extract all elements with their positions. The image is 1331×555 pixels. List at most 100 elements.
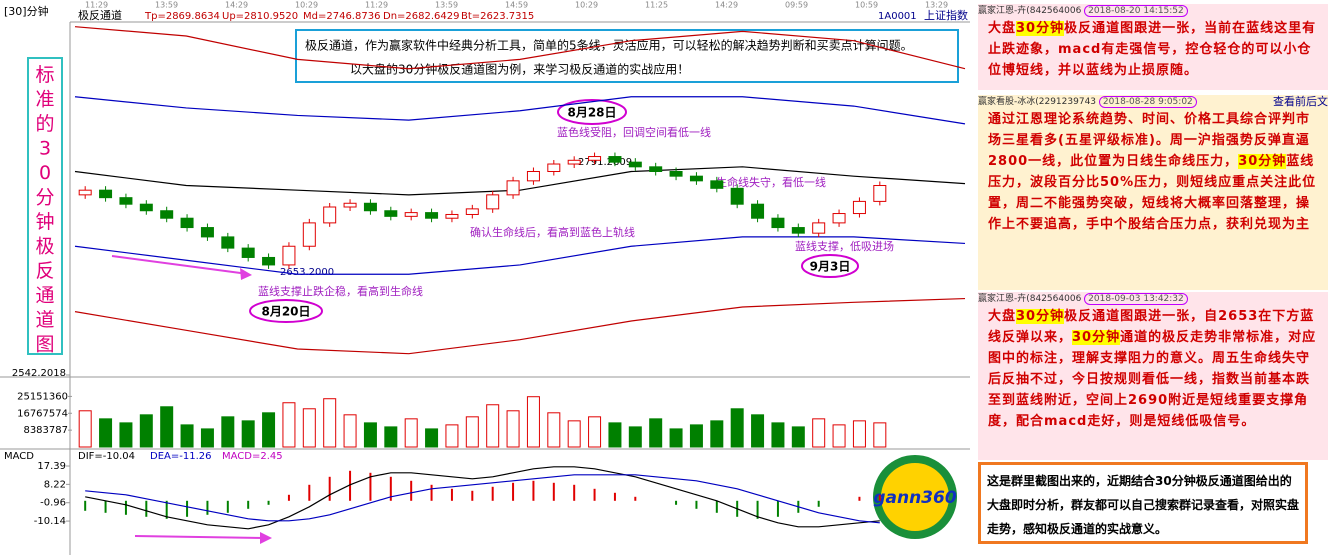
code: 1A0001	[878, 11, 917, 22]
note: 蓝色线受阻，回调空间看低一线	[557, 125, 711, 139]
message-box: 赢家看股-冰冰(2291239743 2018-08-28 9:05:02 查看…	[978, 95, 1328, 290]
chart: [30]分钟 极反通道 Tp=2869.8634 Up=2810.9520 Md…	[0, 0, 970, 555]
y-tick-label: 2542.2018	[12, 368, 66, 379]
link[interactable]: 查看前后文	[1273, 95, 1328, 108]
candle	[547, 163, 561, 172]
candle	[730, 187, 744, 205]
volume-bar	[425, 428, 439, 448]
time-label: 13:29	[925, 1, 948, 10]
arrow	[134, 535, 266, 539]
volume-bar	[669, 428, 683, 448]
candle	[486, 194, 500, 210]
band-line	[74, 236, 966, 275]
side-box	[27, 57, 63, 355]
volume-bar	[282, 402, 296, 448]
candle	[649, 166, 663, 172]
text: 通道的极反走势非常标准，对应图中的标注，理解支撑阻力的意义。周五生命线失守后反抽…	[988, 330, 1317, 429]
volume-bar	[200, 428, 214, 448]
tp: Tp=2869.8634	[144, 11, 220, 22]
candle	[343, 202, 357, 208]
candle	[384, 210, 398, 217]
text: 蓝线压力，波段百分比50%压力，则短线应重点关注此位置，周二不能强势突破，短线将…	[988, 154, 1317, 232]
candle	[119, 197, 133, 205]
time-label: 10:29	[295, 1, 318, 10]
volume-bar	[221, 416, 235, 448]
message-header: 赢家看股-冰冰(2291239743 2018-08-28 9:05:02 查看…	[978, 95, 1328, 109]
candle	[812, 222, 826, 234]
volume-bar	[465, 416, 479, 448]
candle	[873, 185, 887, 202]
y-tick-label: 16767574	[17, 408, 68, 419]
time-label: 11:29	[85, 1, 108, 10]
volume-bar	[751, 414, 765, 448]
logo-core	[881, 463, 949, 531]
period: [30]分钟	[4, 4, 49, 18]
time: 2018-08-20 14:15:52	[1084, 5, 1188, 17]
message-box: 赢家江恩-卉(842564006 2018-09-03 13:42:32 大盘3…	[978, 292, 1328, 460]
candle	[445, 213, 459, 219]
macd-label: MACD=2.45	[222, 451, 283, 462]
message-text: 大盘30分钟极反通道图跟进一张，自2653在下方蓝线反弹以来，30分钟通道的极反…	[978, 306, 1328, 432]
volume-bar	[608, 422, 622, 448]
volume-bar	[547, 412, 561, 448]
time-label: 11:29	[365, 1, 388, 10]
candle	[832, 213, 846, 224]
volume-bar	[160, 406, 174, 448]
price-label: 2791.2809	[578, 157, 632, 168]
message-text: 这是群里截图出来的，近期结合30分钟极反通道图给出的大盘即时分析，群友都可以自己…	[987, 469, 1299, 541]
candle	[180, 217, 194, 229]
candle	[628, 161, 642, 168]
candle	[567, 159, 581, 165]
dif-label: DIF=-10.04	[78, 451, 135, 462]
volume-bar	[567, 420, 581, 448]
volume-bar	[730, 408, 744, 448]
time-label: 09:59	[785, 1, 808, 10]
volume-bar	[139, 414, 153, 448]
text: 大盘	[988, 21, 1017, 36]
volume-bar	[771, 422, 785, 448]
volume-bar	[404, 418, 418, 448]
volume-bar	[791, 426, 805, 448]
message-header: 赢家江恩-卉(842564006 2018-09-03 13:42:32	[978, 292, 1328, 306]
author: 赢家看股-冰冰(2291239743	[978, 97, 1097, 107]
volume-bar	[486, 404, 500, 448]
candle	[221, 236, 235, 249]
date-label: 8月20日	[261, 305, 310, 319]
arrow	[111, 255, 249, 275]
macd-title: MACD	[4, 451, 34, 462]
dea-label: DEA=-11.26	[150, 451, 211, 462]
time-label: 11:25	[645, 1, 668, 10]
arrow-head	[260, 532, 272, 544]
date-label: 9月3日	[810, 260, 851, 274]
time-label: 14:29	[225, 1, 248, 10]
dn: Dn=2682.6429	[383, 11, 460, 22]
candle	[751, 203, 765, 219]
volume-bar	[526, 396, 540, 448]
band-line	[74, 26, 966, 70]
time-label: 10:29	[575, 1, 598, 10]
volume-bar	[689, 424, 703, 448]
time-label: 14:59	[505, 1, 528, 10]
volume-bar	[78, 410, 92, 448]
candle	[78, 189, 92, 196]
dea-line	[85, 474, 880, 524]
y-tick-label: -0.96	[40, 498, 66, 509]
highlight-text: 30分钟	[1016, 309, 1065, 324]
volume-bar	[99, 418, 113, 448]
candle	[99, 189, 113, 199]
candle	[791, 227, 805, 234]
author: 赢家江恩-卉(842564006	[978, 294, 1082, 304]
candle	[302, 222, 316, 247]
highlight-text: 30分钟	[1238, 154, 1287, 169]
time-label: 10:59	[855, 1, 878, 10]
date-label: 8月28日	[567, 106, 616, 120]
text: 极反通道图跟进一张，当前在蓝线这里有止跌迹象，macd有走强信号，控仓轻仓的可以…	[988, 21, 1317, 78]
volume-bar	[873, 422, 887, 448]
candle	[241, 247, 255, 258]
message-text: 通过江恩理论系统趋势、时间、价格工具综合评判市场三星看多(五星评级标准)。周一沪…	[978, 109, 1328, 287]
message-box: 这是群里截图出来的，近期结合30分钟极反通道图给出的大盘即时分析，群友都可以自己…	[978, 462, 1308, 544]
time: 2018-09-03 13:42:32	[1084, 293, 1188, 305]
highlight-text: 30分钟	[1016, 21, 1065, 36]
price-label: 2653.2000	[280, 267, 334, 278]
